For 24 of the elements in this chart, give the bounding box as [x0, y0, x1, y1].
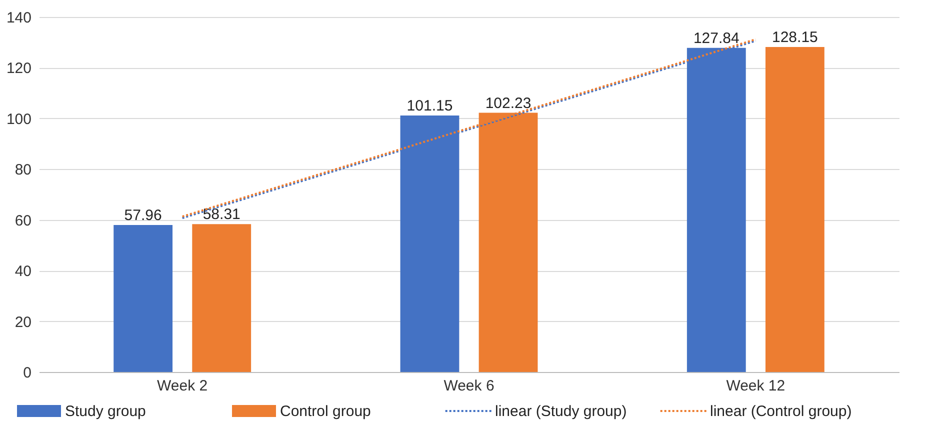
data-label: 128.15: [772, 29, 818, 46]
data-label: 127.84: [693, 30, 740, 47]
bar: [192, 224, 252, 372]
data-label: 57.96: [124, 207, 162, 224]
data-label: 101.15: [406, 98, 453, 115]
y-tick-label: 100: [6, 110, 32, 128]
legend-label: linear (Control group): [710, 403, 852, 420]
x-tick-label: Week 12: [726, 378, 786, 394]
bar: [765, 47, 824, 372]
y-tick-label: 40: [14, 263, 32, 280]
legend-label: linear (Study group): [495, 403, 627, 420]
legend-label: Control group: [280, 403, 371, 420]
y-tick-label: 120: [6, 60, 32, 78]
y-tick-label: 60: [14, 212, 32, 230]
y-tick-label: 0: [23, 364, 32, 382]
data-label: 102.23: [485, 94, 532, 112]
y-tick-label: 140: [6, 10, 32, 26]
legend-label: Study group: [65, 403, 146, 420]
bar: [114, 225, 173, 372]
x-tick-label: Week 6: [444, 378, 494, 394]
data-label: 58.31: [202, 206, 240, 224]
x-tick-label: Week 2: [157, 378, 208, 394]
y-tick-label: 20: [14, 314, 32, 331]
y-tick-label: 80: [14, 162, 32, 179]
